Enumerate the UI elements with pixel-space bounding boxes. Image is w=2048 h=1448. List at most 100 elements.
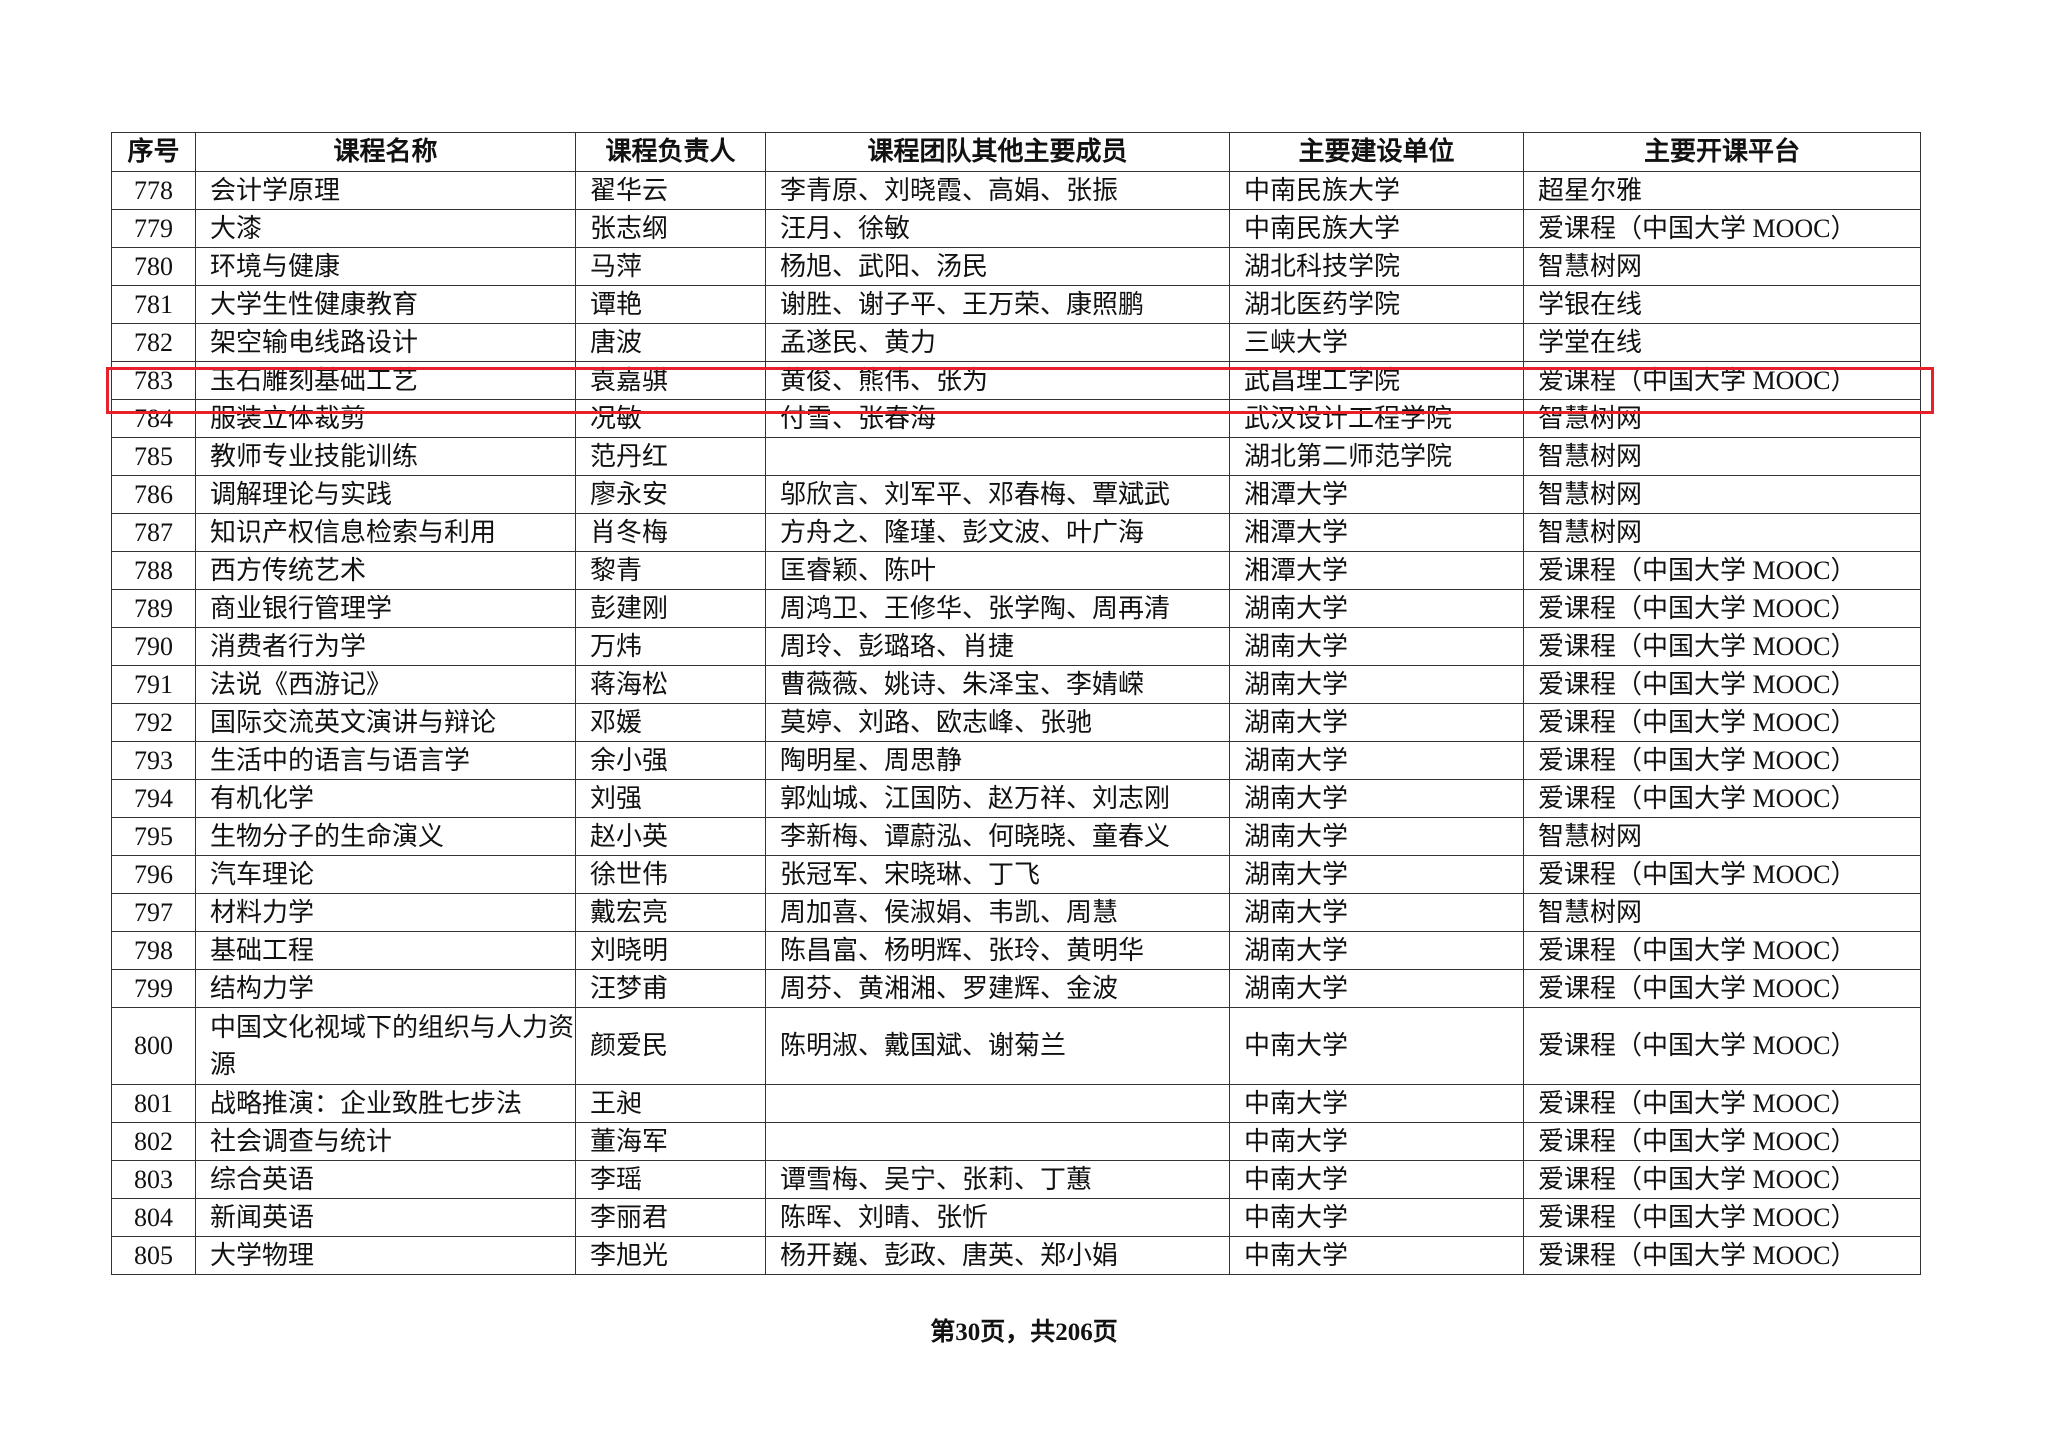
cell-course-name: 西方传统艺术 (195, 551, 576, 590)
table-row: 799 结构力学 汪梦甫 周芬、黄湘湘、罗建辉、金波 湖南大学 爱课程（中国大学 MOOC… (111, 969, 1921, 1008)
table-row: 789 商业银行管理学 彭建刚 周鸿卫、王修华、张学陶、周再清 湖南大学 爱课程（中国大学… (111, 589, 1921, 628)
cell-course-leader: 翟华云 (575, 171, 766, 210)
cell-platform: 智慧树网 (1523, 893, 1921, 932)
cell-platform: 爱课程（中国大学 MOOC） (1523, 1084, 1921, 1123)
cell-serial-number: 803 (111, 1160, 196, 1199)
cell-team-members: 陈昌富、杨明辉、张玲、黄明华 (765, 931, 1230, 970)
table-row: 786 调解理论与实践 廖永安 邬欣言、刘军平、邓春梅、覃斌武 湘潭大学 智慧树网 (111, 475, 1921, 514)
cell-course-leader: 廖永安 (575, 475, 766, 514)
cell-institution: 湘潭大学 (1229, 551, 1524, 590)
cell-course-name: 调解理论与实践 (195, 475, 576, 514)
cell-course-leader: 彭建刚 (575, 589, 766, 628)
cell-institution: 中南民族大学 (1229, 171, 1524, 210)
table-header-row: 序号 课程名称 课程负责人 课程团队其他主要成员 主要建设单位 主要开课平台 (111, 132, 1921, 172)
cell-platform: 爱课程（中国大学 MOOC） (1523, 931, 1921, 970)
cell-team-members: 谢胜、谢子平、王万荣、康照鹏 (765, 285, 1230, 324)
cell-team-members: 李新梅、谭蔚泓、何晓晓、童春义 (765, 817, 1230, 856)
cell-team-members: 陈晖、刘晴、张忻 (765, 1198, 1230, 1237)
table-row: 795 生物分子的生命演义 赵小英 李新梅、谭蔚泓、何晓晓、童春义 湖南大学 智慧树网 (111, 817, 1921, 856)
cell-platform: 智慧树网 (1523, 247, 1921, 286)
cell-course-leader: 范丹红 (575, 437, 766, 476)
cell-course-leader: 颜爱民 (575, 1007, 766, 1085)
cell-platform: 爱课程（中国大学 MOOC） (1523, 1160, 1921, 1199)
cell-serial-number: 802 (111, 1122, 196, 1161)
cell-institution: 湖南大学 (1229, 931, 1524, 970)
cell-serial-number: 787 (111, 513, 196, 552)
cell-team-members: 莫婷、刘路、欧志峰、张驰 (765, 703, 1230, 742)
cell-serial-number: 784 (111, 399, 196, 438)
cell-institution: 湖南大学 (1229, 855, 1524, 894)
table-row: 779 大漆 张志纲 汪月、徐敏 中南民族大学 爱课程（中国大学 MOOC） (111, 209, 1921, 248)
cell-course-leader: 张志纲 (575, 209, 766, 248)
cell-course-leader: 徐世伟 (575, 855, 766, 894)
cell-team-members: 曹薇薇、姚诗、朱泽宝、李婧嵘 (765, 665, 1230, 704)
cell-serial-number: 798 (111, 931, 196, 970)
cell-institution: 中南大学 (1229, 1084, 1524, 1123)
cell-team-members: 杨开巍、彭政、唐英、郑小娟 (765, 1236, 1230, 1275)
cell-platform: 爱课程（中国大学 MOOC） (1523, 855, 1921, 894)
cell-team-members: 黄俊、熊伟、张为 (765, 361, 1230, 400)
cell-serial-number: 800 (111, 1007, 196, 1085)
cell-course-name: 商业银行管理学 (195, 589, 576, 628)
page-number: 第30页，共206页 (930, 1319, 1118, 1346)
table-row: 796 汽车理论 徐世伟 张冠军、宋晓琳、丁飞 湖南大学 爱课程（中国大学 MOOC） (111, 855, 1921, 894)
cell-course-leader: 王昶 (575, 1084, 766, 1123)
table-row: 783 玉石雕刻基础工艺 袁嘉骐 黄俊、熊伟、张为 武昌理工学院 爱课程（中国大学 MOO… (111, 361, 1921, 400)
cell-serial-number: 780 (111, 247, 196, 286)
cell-serial-number: 796 (111, 855, 196, 894)
cell-course-name: 结构力学 (195, 969, 576, 1008)
cell-course-leader: 谭艳 (575, 285, 766, 324)
cell-serial-number: 778 (111, 171, 196, 210)
table-row: 794 有机化学 刘强 郭灿城、江国防、赵万祥、刘志刚 湖南大学 爱课程（中国大学 MOO… (111, 779, 1921, 818)
cell-team-members: 周芬、黄湘湘、罗建辉、金波 (765, 969, 1230, 1008)
cell-course-name: 新闻英语 (195, 1198, 576, 1237)
cell-institution: 武昌理工学院 (1229, 361, 1524, 400)
cell-team-members: 陈明淑、戴国斌、谢菊兰 (765, 1007, 1230, 1085)
cell-course-leader: 蒋海松 (575, 665, 766, 704)
cell-course-name: 法说《西游记》 (195, 665, 576, 704)
cell-platform: 爱课程（中国大学 MOOC） (1523, 209, 1921, 248)
table-row: 793 生活中的语言与语言学 余小强 陶明星、周思静 湖南大学 爱课程（中国大学 MOOC… (111, 741, 1921, 780)
cell-course-name: 服装立体裁剪 (195, 399, 576, 438)
table-row: 798 基础工程 刘晓明 陈昌富、杨明辉、张玲、黄明华 湖南大学 爱课程（中国大学 MOO… (111, 931, 1921, 970)
cell-serial-number: 789 (111, 589, 196, 628)
cell-team-members: 郭灿城、江国防、赵万祥、刘志刚 (765, 779, 1230, 818)
cell-platform: 学银在线 (1523, 285, 1921, 324)
cell-team-members: 周鸿卫、王修华、张学陶、周再清 (765, 589, 1230, 628)
cell-team-members (765, 1122, 1230, 1161)
cell-institution: 湖南大学 (1229, 665, 1524, 704)
cell-course-name: 汽车理论 (195, 855, 576, 894)
cell-institution: 湖南大学 (1229, 817, 1524, 856)
table-row: 782 架空输电线路设计 唐波 孟遂民、黄力 三峡大学 学堂在线 (111, 323, 1921, 362)
cell-institution: 湖南大学 (1229, 893, 1524, 932)
cell-institution: 湖北科技学院 (1229, 247, 1524, 286)
cell-course-leader: 刘强 (575, 779, 766, 818)
table-row: 804 新闻英语 李丽君 陈晖、刘晴、张忻 中南大学 爱课程（中国大学 MOOC） (111, 1198, 1921, 1237)
cell-platform: 学堂在线 (1523, 323, 1921, 362)
cell-institution: 湖南大学 (1229, 779, 1524, 818)
cell-serial-number: 804 (111, 1198, 196, 1237)
cell-institution: 中南大学 (1229, 1007, 1524, 1085)
cell-course-name: 教师专业技能训练 (195, 437, 576, 476)
cell-platform: 智慧树网 (1523, 513, 1921, 552)
table-row: 791 法说《西游记》 蒋海松 曹薇薇、姚诗、朱泽宝、李婧嵘 湖南大学 爱课程（中国大学 … (111, 665, 1921, 704)
cell-course-name: 大漆 (195, 209, 576, 248)
cell-platform: 智慧树网 (1523, 475, 1921, 514)
cell-course-name: 环境与健康 (195, 247, 576, 286)
cell-course-name: 生活中的语言与语言学 (195, 741, 576, 780)
cell-team-members: 陶明星、周思静 (765, 741, 1230, 780)
table-row: 781 大学生性健康教育 谭艳 谢胜、谢子平、王万荣、康照鹏 湖北医药学院 学银在线 (111, 285, 1921, 324)
cell-platform: 爱课程（中国大学 MOOC） (1523, 665, 1921, 704)
table-row: 797 材料力学 戴宏亮 周加喜、侯淑娟、韦凯、周慧 湖南大学 智慧树网 (111, 893, 1921, 932)
cell-platform: 爱课程（中国大学 MOOC） (1523, 1198, 1921, 1237)
course-table: 序号 课程名称 课程负责人 课程团队其他主要成员 主要建设单位 主要开课平台 778 会计学… (111, 132, 1921, 1275)
cell-course-leader: 董海军 (575, 1122, 766, 1161)
cell-serial-number: 797 (111, 893, 196, 932)
cell-course-name: 玉石雕刻基础工艺 (195, 361, 576, 400)
header-institution: 主要建设单位 (1229, 132, 1524, 172)
cell-course-leader: 余小强 (575, 741, 766, 780)
cell-course-name: 知识产权信息检索与利用 (195, 513, 576, 552)
cell-serial-number: 799 (111, 969, 196, 1008)
cell-institution: 三峡大学 (1229, 323, 1524, 362)
cell-course-name: 有机化学 (195, 779, 576, 818)
